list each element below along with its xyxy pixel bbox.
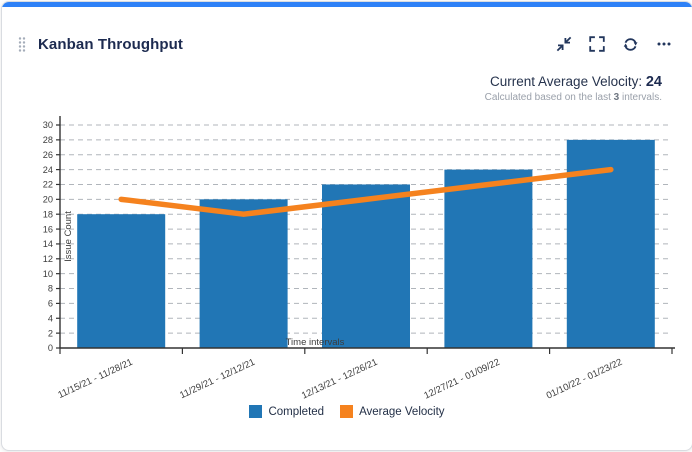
y-tick-label: 22 — [43, 180, 53, 190]
legend-label: Completed — [268, 405, 325, 418]
chart-legend: Completed Average Velocity — [2, 405, 692, 418]
legend-swatch — [249, 405, 263, 418]
collapse-icon — [556, 36, 572, 52]
y-tick-label: 10 — [43, 269, 53, 279]
current-average-velocity: Current Average Velocity: 24 — [485, 74, 662, 90]
bar-completed — [444, 169, 533, 348]
velocity-subtitle: Calculated based on the last 3 intervals… — [485, 92, 662, 103]
y-tick-label: 0 — [48, 343, 53, 353]
refresh-icon — [623, 37, 638, 51]
velocity-subtitle-suffix: intervals. — [619, 92, 662, 103]
more-icon — [657, 42, 671, 46]
x-category-label: 12/27/21 - 01/09/22 — [422, 357, 501, 402]
y-tick-label: 2 — [48, 328, 53, 338]
x-axis-title: Time intervals — [286, 337, 345, 348]
legend-swatch — [340, 405, 354, 418]
y-tick-label: 6 — [48, 299, 53, 309]
y-tick-label: 16 — [43, 224, 53, 234]
bar-completed — [322, 184, 410, 348]
x-category-label: 01/10/22 - 01/23/22 — [545, 357, 624, 402]
y-tick-label: 8 — [48, 284, 53, 294]
y-tick-label: 20 — [43, 195, 53, 205]
velocity-subtitle-intervals: 3 — [613, 92, 620, 103]
widget-actions — [554, 34, 674, 55]
x-category-label: 11/29/21 - 12/12/21 — [178, 357, 257, 401]
y-tick-label: 26 — [43, 150, 53, 160]
y-tick-label: 4 — [48, 313, 53, 323]
refresh-button[interactable] — [620, 34, 641, 55]
velocity-value: 24 — [645, 74, 662, 90]
collapse-button[interactable] — [554, 34, 574, 54]
bar-completed — [199, 199, 288, 348]
bar-completed — [77, 214, 166, 348]
legend-item-average-velocity[interactable]: Average Velocity — [340, 405, 445, 418]
velocity-summary: Current Average Velocity: 24 Calculated … — [485, 74, 662, 103]
legend-label: Average Velocity — [359, 405, 445, 418]
widget-accent-bar — [2, 2, 692, 7]
velocity-subtitle-prefix: Calculated based on the last — [484, 92, 614, 103]
y-tick-label: 24 — [43, 165, 53, 175]
fullscreen-button[interactable] — [587, 34, 607, 54]
y-tick-label: 12 — [43, 254, 53, 264]
widget-header: Kanban Throughput — [18, 32, 674, 56]
y-tick-label: 18 — [43, 209, 53, 219]
average-velocity-line — [118, 166, 614, 217]
x-category-label: 11/15/21 - 11/28/21 — [56, 357, 134, 401]
y-tick-label: 28 — [43, 135, 53, 145]
x-category-label: 12/13/21 - 12/26/21 — [300, 357, 379, 402]
fullscreen-icon — [589, 36, 605, 52]
y-tick-label: 30 — [43, 120, 53, 130]
drag-handle-icon[interactable] — [18, 36, 26, 52]
legend-item-completed[interactable]: Completed — [249, 405, 324, 418]
y-axis-title: Issue Count — [63, 211, 74, 262]
y-tick-label: 14 — [43, 239, 53, 249]
widget-title: Kanban Throughput — [38, 35, 184, 53]
velocity-label: Current Average Velocity: — [490, 74, 646, 89]
more-options-button[interactable] — [654, 34, 674, 54]
